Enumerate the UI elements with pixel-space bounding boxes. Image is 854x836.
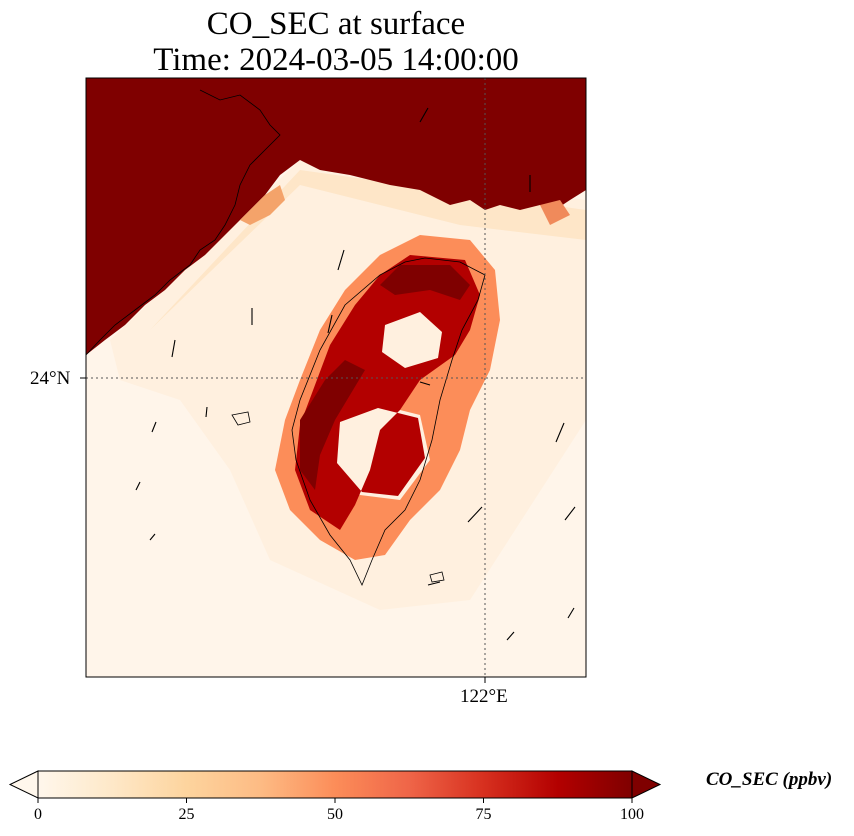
colorbar-tick-label: 0 bbox=[34, 806, 42, 823]
island-outline-2 bbox=[429, 571, 445, 583]
longitude-tick-label: 122°E bbox=[460, 686, 508, 707]
colorbar-tick-label: 100 bbox=[620, 806, 644, 823]
colorbar-extend-max bbox=[631, 770, 662, 799]
colorbar-tick-label: 75 bbox=[475, 806, 492, 823]
taiwan-ring-dark bbox=[295, 255, 480, 530]
coast-edge-orange bbox=[240, 185, 285, 225]
colorbar-gradient bbox=[38, 771, 632, 798]
coast-edge-orange-2 bbox=[540, 200, 570, 225]
wind-vectors bbox=[135, 107, 576, 641]
taiwan-coastline bbox=[291, 257, 486, 586]
latitude-tick-label: 24°N bbox=[30, 368, 71, 389]
colorbar-tick-label: 50 bbox=[327, 806, 343, 823]
colorbar-tick-label: 25 bbox=[178, 806, 195, 823]
colorbar-extend-min bbox=[8, 770, 39, 799]
colorbar-title: CO_SEC (ppbv) bbox=[706, 769, 833, 790]
taiwan-ring-darkest bbox=[300, 360, 365, 490]
mainland-coastline bbox=[86, 89, 281, 356]
island-outline bbox=[231, 411, 251, 426]
map-title-time: Time: 2024-03-05 14:00:00 bbox=[153, 42, 519, 78]
map-title-variable: CO_SEC at surface bbox=[206, 6, 466, 42]
taiwan-ring-darkest-north bbox=[380, 265, 470, 300]
high-concentration-region bbox=[86, 78, 586, 355]
plume-band-light bbox=[150, 170, 586, 330]
